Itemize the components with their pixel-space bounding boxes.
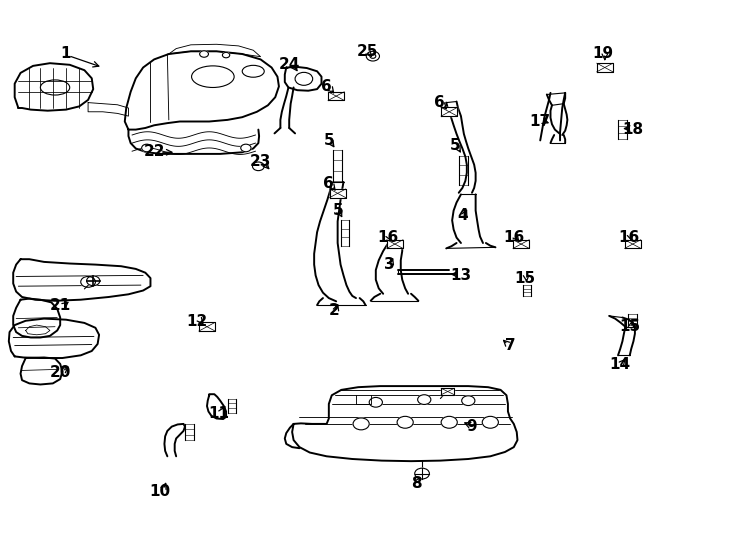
Polygon shape	[625, 240, 641, 248]
Text: 6: 6	[324, 176, 334, 191]
Text: 16: 16	[504, 230, 524, 245]
Text: 25: 25	[356, 44, 378, 59]
Text: 22: 22	[143, 144, 165, 159]
Polygon shape	[26, 325, 50, 335]
Text: 13: 13	[451, 268, 471, 283]
Polygon shape	[597, 63, 613, 72]
Circle shape	[418, 395, 431, 404]
Text: 19: 19	[593, 46, 614, 62]
Polygon shape	[441, 388, 454, 395]
Text: 24: 24	[279, 57, 301, 72]
Ellipse shape	[192, 66, 234, 87]
Circle shape	[366, 51, 379, 61]
Circle shape	[241, 144, 251, 152]
Ellipse shape	[40, 80, 70, 95]
Polygon shape	[387, 240, 403, 248]
Circle shape	[370, 54, 376, 58]
Text: 21: 21	[50, 298, 70, 313]
Polygon shape	[21, 357, 62, 384]
Circle shape	[462, 396, 475, 406]
Polygon shape	[292, 386, 517, 461]
Polygon shape	[513, 240, 529, 248]
Text: 6: 6	[321, 79, 332, 94]
Polygon shape	[15, 63, 93, 111]
Text: 5: 5	[324, 133, 334, 148]
Text: 4: 4	[457, 208, 468, 224]
Circle shape	[222, 52, 230, 58]
Circle shape	[87, 276, 100, 286]
Text: 15: 15	[515, 271, 535, 286]
Text: 9: 9	[467, 419, 477, 434]
Text: 16: 16	[619, 230, 639, 245]
Circle shape	[441, 416, 457, 428]
Circle shape	[415, 468, 429, 479]
Text: 7: 7	[505, 338, 515, 353]
Circle shape	[482, 416, 498, 428]
Polygon shape	[199, 322, 215, 331]
Polygon shape	[169, 44, 261, 57]
Circle shape	[295, 72, 313, 85]
Circle shape	[369, 397, 382, 407]
Text: 15: 15	[619, 319, 640, 334]
Circle shape	[200, 51, 208, 57]
Text: 5: 5	[450, 138, 460, 153]
Text: 14: 14	[610, 357, 631, 372]
Polygon shape	[88, 103, 128, 116]
Polygon shape	[328, 92, 344, 100]
Text: 2: 2	[329, 303, 339, 318]
Circle shape	[142, 144, 152, 152]
Ellipse shape	[242, 65, 264, 77]
Text: 1: 1	[61, 46, 71, 62]
Text: 11: 11	[208, 406, 229, 421]
Polygon shape	[285, 67, 321, 91]
Polygon shape	[13, 299, 60, 338]
Text: 12: 12	[186, 314, 207, 329]
Text: 23: 23	[250, 154, 272, 170]
Polygon shape	[13, 259, 150, 301]
Text: 10: 10	[150, 484, 170, 499]
Circle shape	[353, 418, 369, 430]
Circle shape	[81, 276, 95, 287]
Polygon shape	[125, 51, 279, 130]
Text: 8: 8	[411, 476, 421, 491]
Text: 20: 20	[49, 365, 71, 380]
Circle shape	[397, 416, 413, 428]
Polygon shape	[164, 424, 185, 456]
Polygon shape	[330, 189, 346, 198]
Text: 18: 18	[622, 122, 643, 137]
Circle shape	[252, 162, 264, 171]
Polygon shape	[207, 394, 226, 419]
Text: 3: 3	[384, 257, 394, 272]
Text: 17: 17	[530, 114, 550, 129]
Polygon shape	[9, 319, 99, 358]
Text: 5: 5	[333, 203, 343, 218]
Polygon shape	[441, 107, 457, 116]
Text: 16: 16	[377, 230, 398, 245]
Text: 6: 6	[434, 95, 444, 110]
